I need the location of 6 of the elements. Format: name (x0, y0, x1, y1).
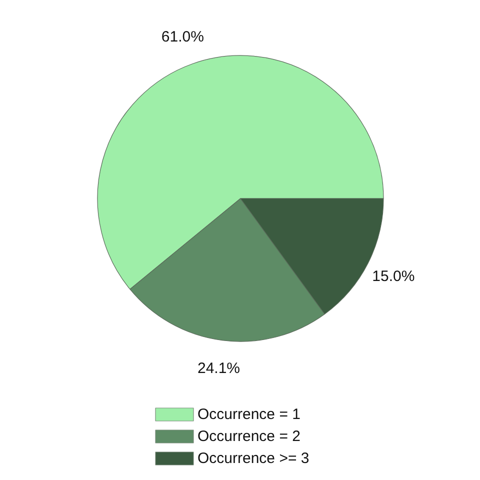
legend-label: Occurrence >= 3 (198, 450, 310, 467)
legend-label: Occurrence = 1 (198, 406, 300, 423)
data-label: 61.0% (161, 28, 204, 46)
data-label: 15.0% (372, 268, 415, 285)
legend-label: Occurrence = 2 (198, 428, 300, 445)
data-label: 24.1% (197, 360, 240, 378)
